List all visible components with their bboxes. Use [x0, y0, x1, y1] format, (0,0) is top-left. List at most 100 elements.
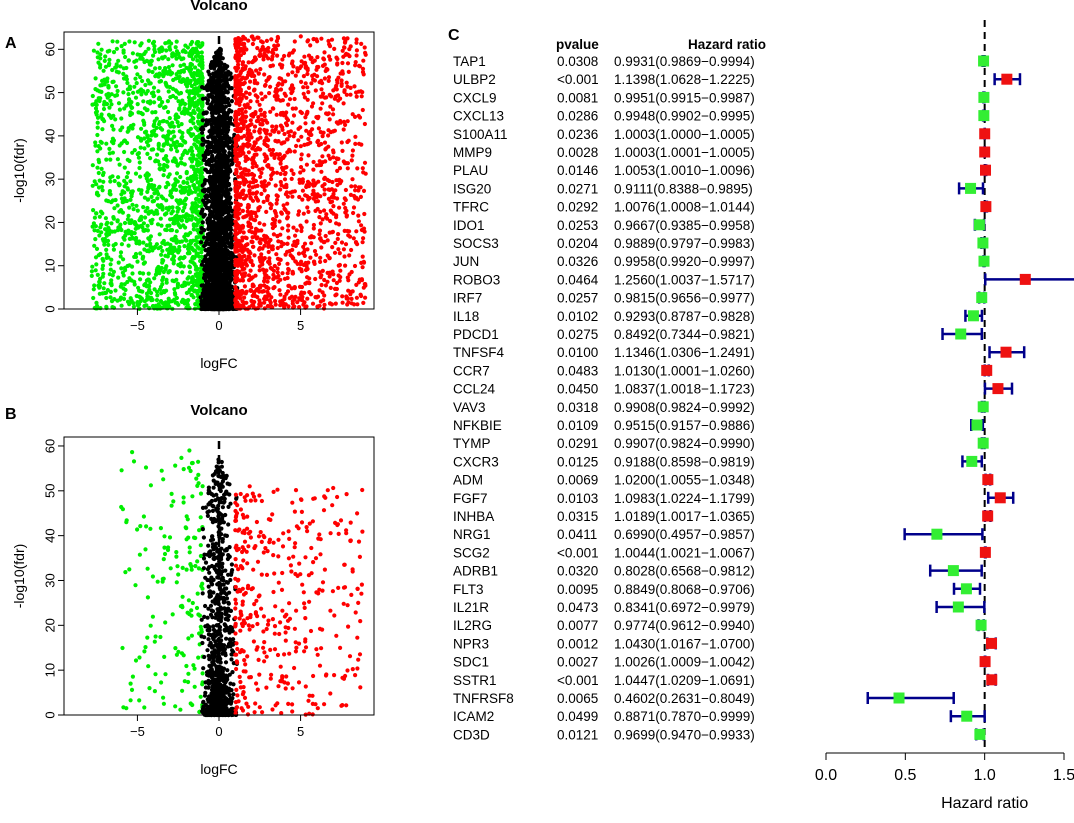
point-down	[160, 248, 165, 253]
point-down	[104, 141, 109, 146]
point-down	[195, 228, 200, 233]
point-down	[99, 184, 104, 189]
point-down	[93, 76, 98, 81]
point-down	[144, 243, 149, 248]
point-down	[145, 107, 150, 112]
point-down	[116, 70, 121, 75]
point-down	[143, 209, 148, 214]
point-up	[331, 204, 336, 209]
point-down	[141, 228, 146, 233]
point-up	[262, 72, 267, 77]
point-not-significant	[222, 174, 227, 179]
point-down	[158, 284, 164, 289]
point-up	[270, 124, 275, 129]
point-up	[338, 275, 343, 280]
point-up	[296, 251, 302, 256]
point-down	[97, 214, 102, 219]
point-down	[111, 141, 116, 146]
point-not-significant	[212, 262, 217, 267]
point-down	[179, 218, 184, 223]
point-not-significant	[217, 73, 222, 79]
point-down	[107, 48, 112, 53]
point-not-significant	[229, 255, 234, 260]
point-up	[335, 56, 340, 62]
point-down	[131, 90, 136, 95]
point-up	[352, 263, 358, 269]
point-down	[126, 58, 131, 63]
point-up	[326, 133, 331, 138]
point-up	[362, 160, 368, 165]
point-down	[170, 205, 175, 210]
point-down	[90, 183, 95, 188]
point-down	[175, 216, 181, 221]
point-down	[164, 211, 169, 216]
point-up	[305, 85, 310, 90]
point-down	[181, 179, 186, 184]
point-down	[128, 220, 133, 225]
point-down	[190, 152, 195, 157]
point-down	[116, 175, 121, 180]
point-down	[109, 221, 114, 226]
point-down	[122, 265, 128, 270]
point-down	[180, 98, 185, 103]
point-down	[107, 146, 112, 151]
point-down	[195, 180, 200, 185]
point-down	[126, 101, 131, 106]
point-down	[134, 58, 139, 63]
point-down	[130, 202, 135, 207]
point-down	[174, 139, 180, 144]
point-not-significant	[206, 206, 211, 211]
point-down	[98, 65, 103, 70]
point-down	[157, 120, 162, 125]
point-down	[119, 242, 124, 247]
point-down	[174, 114, 180, 119]
point-down	[110, 79, 115, 85]
point-down	[123, 54, 128, 60]
point-down	[135, 72, 140, 77]
point-up	[319, 169, 324, 174]
point-down	[109, 281, 114, 286]
point-up	[250, 41, 255, 47]
point-not-significant	[200, 220, 205, 225]
point-up	[315, 199, 321, 204]
point-up	[336, 247, 341, 252]
point-not-significant	[208, 192, 213, 197]
point-down	[106, 242, 111, 247]
point-not-significant	[223, 122, 228, 127]
point-up	[299, 79, 304, 84]
point-down	[167, 223, 172, 228]
point-not-significant	[225, 272, 230, 277]
point-down	[186, 246, 191, 251]
point-not-significant	[227, 205, 233, 210]
point-up	[330, 245, 335, 250]
point-down	[158, 203, 163, 208]
point-not-significant	[210, 153, 215, 158]
point-not-significant	[209, 122, 214, 127]
point-not-significant	[210, 176, 216, 181]
point-down	[160, 278, 165, 283]
point-not-significant	[229, 86, 234, 91]
point-down	[146, 46, 151, 51]
point-up	[251, 88, 257, 93]
point-down	[109, 278, 114, 283]
point-down	[171, 77, 176, 83]
point-not-significant	[223, 113, 228, 118]
point-down	[151, 53, 156, 58]
point-up	[353, 134, 358, 139]
point-down	[146, 271, 151, 276]
point-down	[122, 149, 127, 155]
point-not-significant	[211, 96, 216, 101]
point-down	[197, 217, 202, 222]
point-down	[165, 254, 170, 259]
point-down	[149, 194, 154, 199]
point-down	[152, 119, 157, 124]
point-down	[149, 290, 154, 296]
point-down	[125, 279, 130, 285]
point-down	[138, 216, 143, 221]
point-down	[164, 136, 169, 141]
point-down	[180, 270, 185, 275]
point-down	[148, 244, 153, 249]
point-down	[167, 205, 172, 210]
point-down	[174, 56, 179, 61]
point-down	[158, 245, 163, 250]
